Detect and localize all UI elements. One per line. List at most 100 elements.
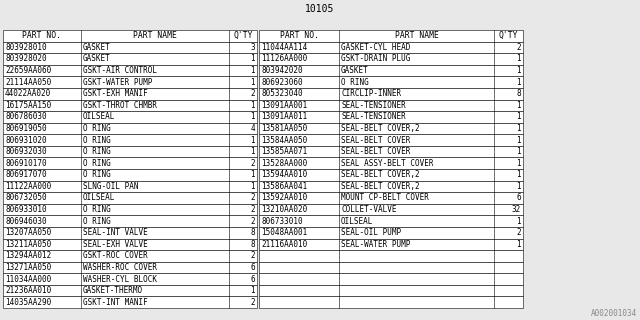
Text: 1: 1 [516,66,521,75]
Bar [3,42,257,53]
Text: 21236AA010: 21236AA010 [5,286,51,295]
Bar [3,273,257,285]
Text: 806786030: 806786030 [5,112,47,121]
Bar [259,76,523,88]
Text: PART NAME: PART NAME [133,31,177,40]
Text: SEAL-INT VALVE: SEAL-INT VALVE [83,228,148,237]
Bar [3,134,257,146]
Text: 8: 8 [250,228,255,237]
Bar [259,146,523,157]
Text: 2: 2 [516,228,521,237]
Text: SEAL-WATER PUMP: SEAL-WATER PUMP [341,240,410,249]
Text: 1: 1 [516,170,521,179]
Text: O RING: O RING [83,124,111,133]
Text: 8: 8 [250,240,255,249]
Bar [259,30,523,42]
Text: 2: 2 [250,194,255,203]
Text: 1: 1 [250,136,255,145]
Text: 2: 2 [250,217,255,226]
Text: 6: 6 [250,275,255,284]
Bar [3,88,257,100]
Text: OILSEAL: OILSEAL [83,112,115,121]
Text: GSKT-EXH MANIF: GSKT-EXH MANIF [83,89,148,98]
Text: 1: 1 [516,240,521,249]
Text: GASKET-THERMO: GASKET-THERMO [83,286,143,295]
Text: 1: 1 [516,182,521,191]
Text: 11126AA000: 11126AA000 [261,54,307,63]
Text: 806932030: 806932030 [5,147,47,156]
Bar [3,250,257,262]
Text: 13528AA000: 13528AA000 [261,159,307,168]
Text: Q'TY: Q'TY [499,31,518,40]
Text: 1: 1 [250,112,255,121]
Bar [259,123,523,134]
Bar [259,53,523,65]
Text: 806923060: 806923060 [261,78,303,87]
Bar [3,227,257,238]
Bar [259,250,523,262]
Bar [259,88,523,100]
Text: 3: 3 [250,43,255,52]
Text: 803942020: 803942020 [261,66,303,75]
Bar [3,204,257,215]
Text: 10105: 10105 [305,4,335,14]
Text: 44022AA020: 44022AA020 [5,89,51,98]
Text: SEAL ASSY-BELT COVER: SEAL ASSY-BELT COVER [341,159,433,168]
Text: GASKET: GASKET [341,66,369,75]
Text: O RING: O RING [83,136,111,145]
Text: 15048AA001: 15048AA001 [261,228,307,237]
Text: 6: 6 [516,194,521,203]
Bar [259,192,523,204]
Bar [259,227,523,238]
Text: WASHER-ROC COVER: WASHER-ROC COVER [83,263,157,272]
Text: 13581AA050: 13581AA050 [261,124,307,133]
Text: 6: 6 [250,263,255,272]
Text: SLNG-OIL PAN: SLNG-OIL PAN [83,182,138,191]
Text: PART NO.: PART NO. [22,31,61,40]
Bar [259,296,523,308]
Bar [259,134,523,146]
Text: 1: 1 [516,136,521,145]
Text: GSKT-THROT CHMBR: GSKT-THROT CHMBR [83,101,157,110]
Text: OILSEAL: OILSEAL [341,217,373,226]
Bar [3,30,257,42]
Bar [3,76,257,88]
Text: SEAL-TENSIONER: SEAL-TENSIONER [341,101,406,110]
Text: 13594AA010: 13594AA010 [261,170,307,179]
Bar [259,111,523,123]
Bar [259,180,523,192]
Text: 1: 1 [250,78,255,87]
Text: 1: 1 [250,286,255,295]
Text: GSKT-AIR CONTROL: GSKT-AIR CONTROL [83,66,157,75]
Text: O RING: O RING [83,159,111,168]
Text: GSKT-DRAIN PLUG: GSKT-DRAIN PLUG [341,54,410,63]
Text: GSKT-ROC COVER: GSKT-ROC COVER [83,252,148,260]
Text: 32: 32 [512,205,521,214]
Text: 13584AA050: 13584AA050 [261,136,307,145]
Bar [259,215,523,227]
Bar [3,262,257,273]
Text: PART NAME: PART NAME [395,31,438,40]
Text: 1: 1 [516,159,521,168]
Text: 1: 1 [516,124,521,133]
Bar [259,285,523,296]
Text: 11044AA114: 11044AA114 [261,43,307,52]
Text: GASKET: GASKET [83,54,111,63]
Text: 13586AA041: 13586AA041 [261,182,307,191]
Text: 805323040: 805323040 [261,89,303,98]
Text: 2: 2 [516,43,521,52]
Text: 806910170: 806910170 [5,159,47,168]
Text: SEAL-OIL PUMP: SEAL-OIL PUMP [341,228,401,237]
Text: A002001034: A002001034 [591,309,637,318]
Bar [259,273,523,285]
Text: 21116AA010: 21116AA010 [261,240,307,249]
Text: O RING: O RING [83,217,111,226]
Text: 13294AA012: 13294AA012 [5,252,51,260]
Text: 21114AA050: 21114AA050 [5,78,51,87]
Text: 1: 1 [516,147,521,156]
Text: 1: 1 [516,54,521,63]
Text: 806733010: 806733010 [261,217,303,226]
Text: 1: 1 [250,170,255,179]
Text: 2: 2 [250,89,255,98]
Text: SEAL-BELT COVER,2: SEAL-BELT COVER,2 [341,124,420,133]
